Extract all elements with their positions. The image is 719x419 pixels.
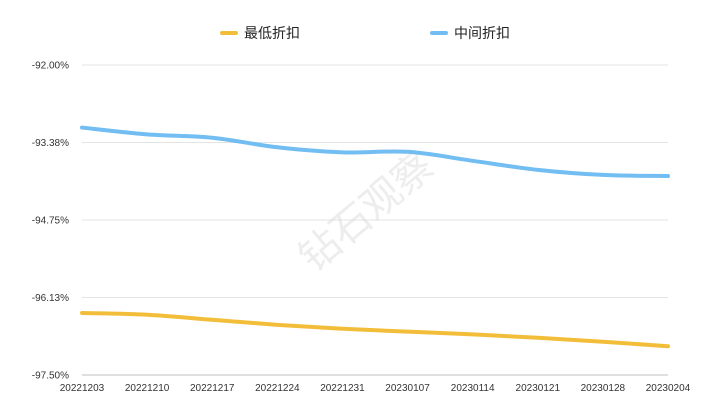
x-tick-label: 20221217: [190, 383, 235, 394]
y-tick-label: -94.75%: [32, 216, 69, 227]
x-tick-label: 20221224: [255, 383, 300, 394]
legend: 最低折扣 中间折扣: [220, 26, 510, 42]
x-tick-label: 20221203: [60, 383, 105, 394]
series-line-1: [80, 311, 670, 349]
x-tick-label: 20230204: [646, 383, 691, 394]
y-tick-label: -93.38%: [32, 138, 69, 149]
series-line-2: [80, 125, 670, 179]
y-axis: -92.00% -93.38% -94.75% -96.13% -97.50%: [32, 61, 69, 382]
x-tick-label: 20221231: [320, 383, 365, 394]
series-lines: [80, 125, 670, 349]
y-tick-label: -96.13%: [32, 293, 69, 304]
legend-label-1: 最低折扣: [244, 26, 300, 42]
x-tick-label: 20230121: [516, 383, 561, 394]
x-axis: 20221203 20221210 20221217 20221224 20221231…: [60, 383, 691, 394]
grid-lines: [82, 64, 668, 376]
x-tick-label: 20230128: [581, 383, 626, 394]
watermark-text: 钻石观察: [291, 143, 443, 281]
x-tick-label: 20230107: [385, 383, 430, 394]
x-tick-label: 20221210: [125, 383, 170, 394]
y-tick-label: -92.00%: [32, 61, 69, 72]
legend-label-2: 中间折扣: [454, 26, 510, 42]
x-tick-label: 20230114: [451, 383, 495, 394]
y-tick-label: -97.50%: [32, 371, 69, 382]
